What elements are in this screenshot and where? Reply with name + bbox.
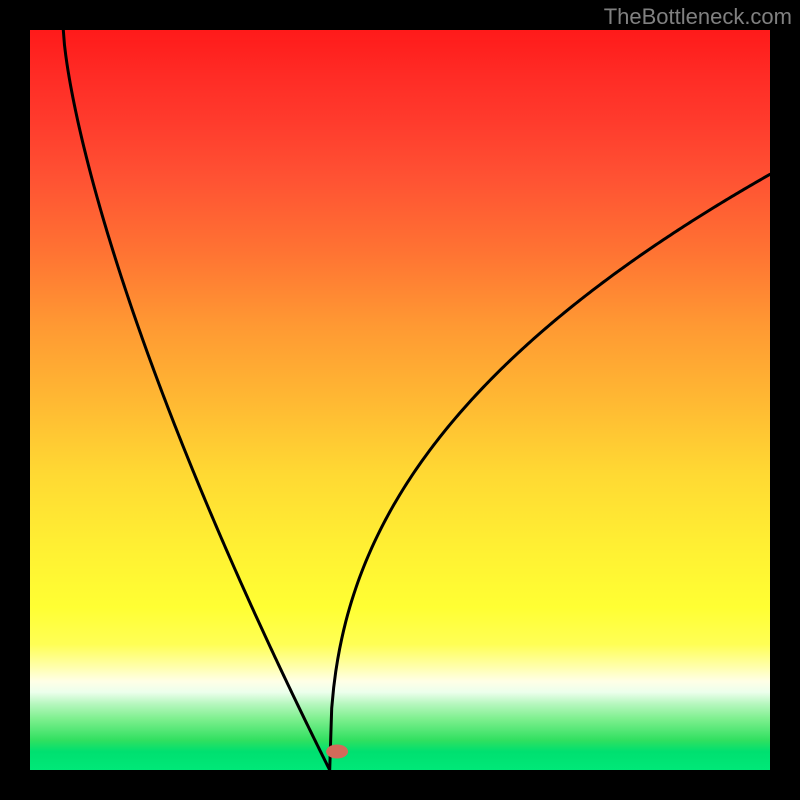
chart-container: TheBottleneck.com [0,0,800,800]
plot-gradient-background [30,30,770,770]
chart-svg [0,0,800,800]
optimum-marker [326,745,348,759]
watermark-text: TheBottleneck.com [604,4,792,30]
